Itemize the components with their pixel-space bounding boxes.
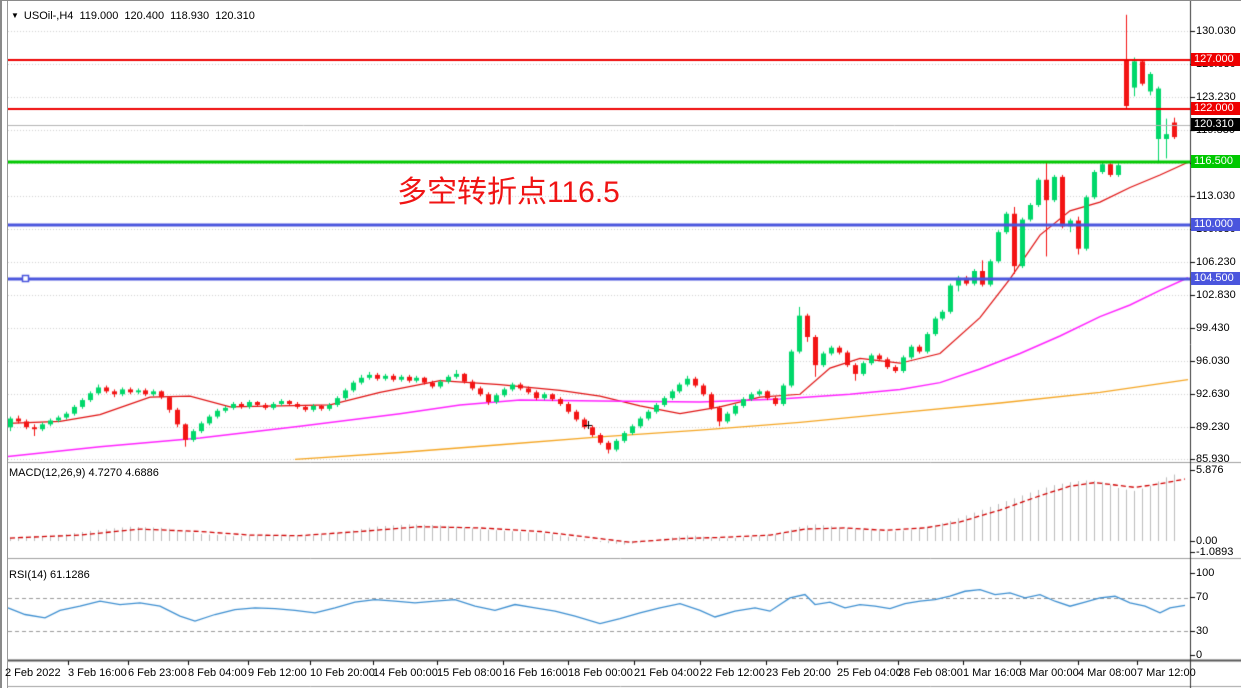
- macd-axis-label: -1.0893: [1196, 546, 1234, 558]
- time-axis-label: 7 Mar 12:00: [1137, 667, 1196, 679]
- price-axis-label: 106.230: [1196, 256, 1236, 268]
- price-axis-label: 99.430: [1196, 322, 1230, 334]
- rsi-name: RSI(14): [9, 569, 47, 581]
- rsi-axis-label: 100: [1196, 567, 1215, 579]
- price-axis-label: 89.230: [1196, 421, 1230, 433]
- quote-close: 120.310: [215, 10, 255, 22]
- time-axis-label: 21 Feb 04:00: [634, 667, 699, 679]
- time-axis-label: 3 Mar 00:00: [1020, 667, 1079, 679]
- time-axis-label: 14 Feb 00:00: [373, 667, 438, 679]
- price-axis-label: 113.030: [1196, 190, 1235, 202]
- rsi-axis-label: 30: [1196, 625, 1209, 637]
- time-axis-label: 4 Mar 08:00: [1078, 667, 1137, 679]
- symbol-name: USOil-,H4: [23, 10, 74, 22]
- price-axis-label: 96.030: [1196, 355, 1230, 367]
- time-axis-label: 18 Feb 00:00: [568, 667, 633, 679]
- macd-axis-label: 0.00: [1196, 535, 1218, 547]
- time-axis-label: 28 Feb 08:00: [898, 667, 963, 679]
- time-axis-label: 15 Feb 08:00: [437, 667, 502, 679]
- macd-signal-value: 4.6886: [125, 467, 159, 479]
- quote-header: ▼ USOil-,H4 119.000 120.400 118.930 120.310: [11, 10, 261, 22]
- level-price-badge[interactable]: 110.000: [1191, 218, 1240, 231]
- window-left-border: [0, 1, 8, 688]
- time-axis-label: 8 Feb 04:00: [188, 667, 247, 679]
- quote-open: 119.000: [79, 10, 119, 22]
- level-price-badge[interactable]: 127.000: [1191, 53, 1240, 66]
- rsi-axis-label: 0: [1196, 649, 1203, 661]
- macd-name: MACD(12,26,9): [9, 467, 86, 479]
- time-axis-label: 23 Feb 20:00: [766, 667, 831, 679]
- price-axis-label: 85.930: [1196, 453, 1230, 465]
- time-axis-label: 9 Feb 12:00: [248, 667, 307, 679]
- time-axis-label: 22 Feb 12:00: [700, 667, 765, 679]
- quote-high: 120.400: [124, 10, 165, 22]
- level-price-badge[interactable]: 104.500: [1191, 272, 1240, 285]
- rsi-value: 61.1286: [49, 569, 90, 581]
- time-axis-label: 1 Mar 16:00: [963, 667, 1022, 679]
- time-axis-label: 16 Feb 16:00: [503, 667, 568, 679]
- time-axis-label: 10 Feb 20:00: [310, 667, 375, 679]
- time-axis-label: 2 Feb 2022: [5, 667, 61, 679]
- level-price-badge[interactable]: 116.500: [1191, 155, 1240, 168]
- symbol-dropdown-icon[interactable]: ▼: [11, 11, 19, 20]
- macd-label: MACD(12,26,9) 4.7270 4.6886: [9, 467, 159, 479]
- price-axis-label: 102.830: [1196, 289, 1236, 301]
- time-axis-label: 3 Feb 16:00: [68, 667, 127, 679]
- annotation-text[interactable]: 多空转折点116.5: [397, 176, 620, 209]
- time-axis-label: 25 Feb 04:00: [837, 667, 902, 679]
- time-axis-label: 6 Feb 23:00: [128, 667, 187, 679]
- price-axis-label: 123.230: [1196, 91, 1236, 103]
- price-axis-label: 130.030: [1196, 25, 1236, 37]
- macd-main-value: 4.7270: [88, 467, 123, 479]
- rsi-label: RSI(14) 61.1286: [9, 569, 90, 581]
- current-price-badge: 120.310: [1191, 118, 1240, 131]
- quote-low: 118.930: [170, 10, 210, 22]
- rsi-axis-label: 70: [1196, 591, 1209, 603]
- price-axis-label: 92.630: [1196, 388, 1230, 400]
- macd-axis-label: 5.876: [1196, 464, 1224, 476]
- level-price-badge[interactable]: 122.000: [1191, 102, 1240, 115]
